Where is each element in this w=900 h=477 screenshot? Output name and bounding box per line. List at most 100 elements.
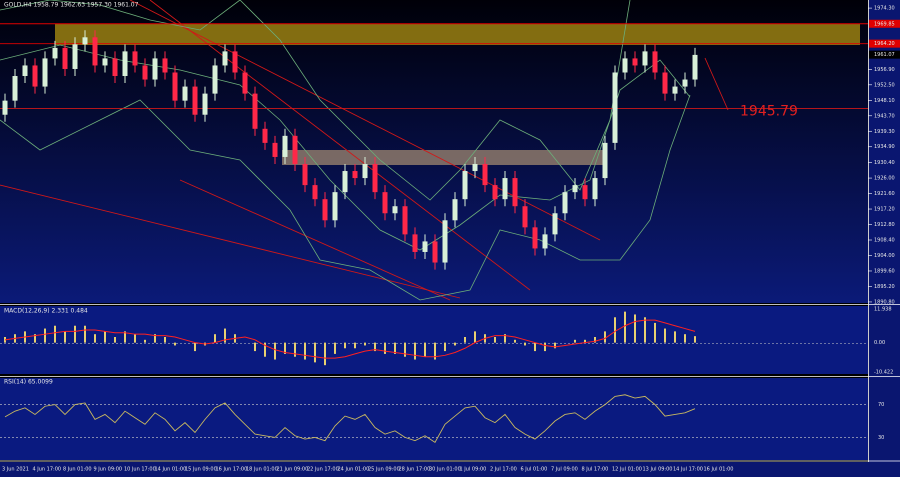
- candle-body: [372, 163, 378, 193]
- level-box: [869, 19, 900, 28]
- y-tick-label: 1899.60: [874, 268, 895, 274]
- macd-bar: [574, 339, 576, 343]
- macd-bar: [654, 322, 656, 343]
- time-axis: [0, 462, 900, 477]
- macd-bar: [254, 342, 256, 352]
- level-label: 1961.07: [874, 52, 895, 58]
- macd-bar: [384, 342, 386, 354]
- resistance-zone: [55, 24, 860, 45]
- candle-body: [432, 241, 438, 263]
- candle-body: [392, 206, 398, 214]
- candle-body: [362, 163, 368, 179]
- x-tick-label: 13 Jul 09:00: [643, 467, 673, 473]
- x-tick-label: 12 Jul 01:00: [612, 467, 642, 473]
- candle-body: [112, 58, 118, 77]
- price-axis: [869, 0, 900, 462]
- candle-body: [322, 199, 328, 221]
- candle-body: [592, 178, 598, 200]
- candle-body: [512, 178, 518, 207]
- candle-body: [342, 171, 348, 193]
- macd-bar: [684, 334, 686, 343]
- x-tick-label: 10 Jun 17:00: [124, 467, 156, 473]
- macd-bar: [614, 317, 616, 343]
- candle-body: [202, 93, 208, 115]
- macd-bar: [594, 337, 596, 343]
- level-label: 1964.20: [874, 41, 895, 47]
- x-tick-label: 30 Jun 01:00: [429, 467, 461, 473]
- candle-body: [542, 234, 548, 249]
- macd-bar: [464, 337, 466, 343]
- macd-bar: [274, 342, 276, 360]
- candle-body: [652, 51, 658, 73]
- macd-tick-label: 0.00: [874, 340, 885, 346]
- candle-body: [62, 47, 68, 69]
- y-tick-label: 1890.80: [874, 299, 895, 305]
- rsi-tick-label: 70: [878, 402, 884, 408]
- x-tick-label: 8 Jun 01:00: [63, 467, 92, 473]
- macd-bar: [224, 328, 226, 343]
- candle-body: [32, 65, 38, 87]
- x-tick-label: 14 Jul 17:00: [673, 467, 703, 473]
- y-tick-label: 1895.20: [874, 284, 895, 290]
- rsi-panel: [0, 378, 868, 460]
- trend-lines: [0, 0, 729, 301]
- candle-body: [632, 58, 638, 66]
- candle-body: [132, 51, 138, 66]
- macd-bar: [354, 342, 356, 349]
- macd-bar: [64, 331, 66, 343]
- candle-body: [332, 192, 338, 221]
- x-tick-label: 16 Jun 17:00: [216, 467, 248, 473]
- macd-bar: [54, 325, 56, 343]
- candle-body: [152, 58, 158, 80]
- candle-body: [692, 54, 698, 80]
- candle-body: [452, 199, 458, 221]
- macd-bar: [414, 342, 416, 360]
- macd-tick-label: -10.422: [874, 370, 893, 376]
- y-tick-label: 1930.40: [874, 160, 895, 166]
- macd-bar: [544, 342, 546, 352]
- macd-bar: [364, 342, 366, 346]
- macd-bar: [404, 342, 406, 357]
- candle-body: [352, 171, 358, 179]
- y-tick-label: 1908.40: [874, 238, 895, 244]
- macd-bar: [334, 342, 336, 354]
- candle-body: [382, 192, 388, 214]
- candle-body: [12, 76, 18, 101]
- y-tick-label: 1952.50: [874, 82, 895, 88]
- macd-bar: [454, 342, 456, 346]
- macd-bar: [474, 331, 476, 343]
- macd-bar: [144, 339, 146, 343]
- candle-body: [572, 185, 578, 193]
- candle-body: [612, 72, 618, 143]
- y-tick-label: 1956.90: [874, 67, 895, 73]
- macd-bar: [324, 342, 326, 366]
- candle-body: [72, 44, 78, 69]
- candle-body: [82, 37, 88, 45]
- candle-body: [672, 86, 678, 94]
- macd-bar: [314, 342, 316, 363]
- candle-body: [462, 171, 468, 200]
- macd-bar: [294, 342, 296, 357]
- candle-body: [102, 58, 108, 66]
- x-tick-label: 2 Jul 17:00: [490, 467, 517, 473]
- y-tick-label: 1917.20: [874, 207, 895, 213]
- macd-bar: [374, 342, 376, 352]
- candle-body: [482, 163, 488, 186]
- macd-bar: [104, 331, 106, 343]
- macd-bar: [644, 317, 646, 343]
- y-tick-label: 1943.70: [874, 113, 895, 119]
- candle-body: [52, 47, 58, 59]
- support-zone: [282, 150, 605, 165]
- macd-bar: [444, 342, 446, 352]
- macd-bar: [124, 331, 126, 343]
- macd-bar: [284, 342, 286, 354]
- rsi-label: RSI(14) 65.0099: [4, 379, 53, 386]
- y-tick-label: 1934.90: [874, 144, 895, 150]
- candle-body: [282, 135, 288, 157]
- candle-body: [92, 37, 98, 66]
- candle-body: [2, 100, 8, 115]
- x-tick-label: 14 Jun 01:00: [155, 467, 187, 473]
- candle-body: [272, 142, 278, 157]
- macd-label: MACD(12,26,9) 2.331 0.484: [4, 308, 88, 315]
